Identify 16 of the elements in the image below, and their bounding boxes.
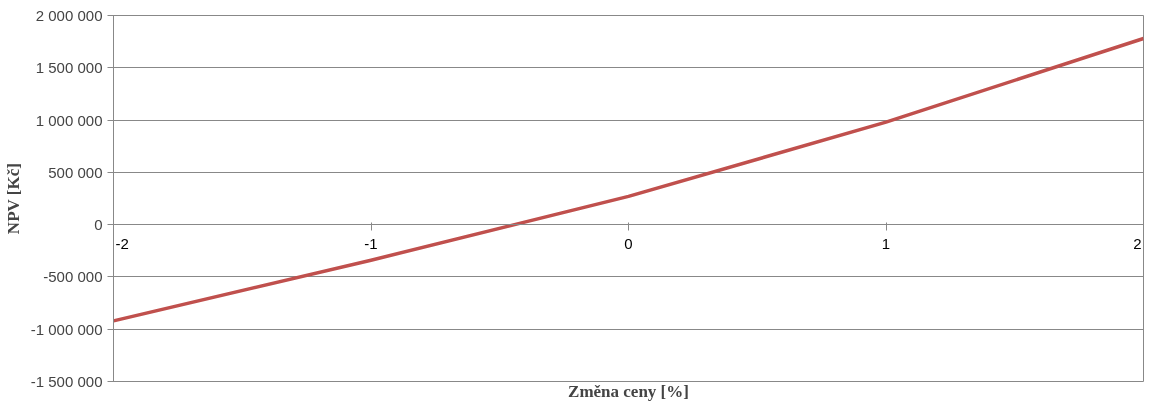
y-tick-label: -1 000 000 [30,320,103,338]
y-tick-label: 1 500 000 [35,59,103,77]
x-tick-label: -1 [364,234,378,252]
y-tick-label: 1 000 000 [35,111,103,129]
line-series [113,36,1144,323]
y-tick-label: -1 500 000 [30,373,103,390]
y-tick-label: 0 [94,216,103,234]
x-tick-label: 2 [1133,234,1142,252]
y-tick-label: 500 000 [48,163,103,181]
x-tick-label: 0 [624,234,633,252]
x-tick-label: 1 [881,234,891,252]
y-tick-label: -500 000 [43,268,103,286]
y-tick-label: 2 000 000 [35,7,103,24]
x-axis-title: Změna ceny [%] [568,381,689,401]
y-axis-title: NPV [Kč] [3,163,23,235]
x-tick-label: -2 [115,234,129,252]
